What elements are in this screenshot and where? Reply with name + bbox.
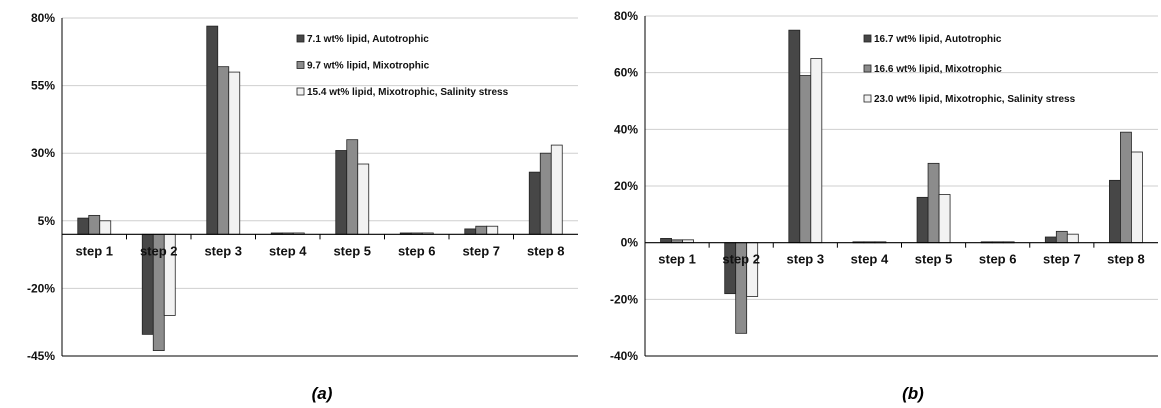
bar-series1-step8 bbox=[1109, 179, 1121, 244]
legend-label: 15.4 wt% lipid, Mixotrophic, Salinity st… bbox=[307, 87, 509, 98]
bar-series2-step1 bbox=[88, 214, 101, 235]
y-tick-label: 30% bbox=[31, 146, 55, 160]
legend-swatch bbox=[296, 34, 305, 43]
legend-label: 7.1 wt% lipid, Autotrophic bbox=[307, 34, 429, 45]
legend-label: 9.7 wt% lipid, Mixotrophic bbox=[307, 61, 430, 72]
legend-swatch bbox=[296, 87, 305, 96]
y-tick-label: -45% bbox=[27, 349, 55, 363]
chart-b: -40% -20% 0% 20% 40% 60% 80% step 1 step 2 step 3… bbox=[610, 9, 1158, 403]
x-tick-label: step 6 bbox=[979, 252, 1017, 267]
x-tick-label: step 7 bbox=[462, 243, 500, 258]
y-tick-label: -20% bbox=[610, 292, 638, 306]
bar-series1-step1 bbox=[77, 217, 90, 235]
x-tick-label: step 1 bbox=[75, 243, 113, 258]
x-tick-label: step 3 bbox=[204, 243, 242, 258]
x-tick-label: step 4 bbox=[269, 243, 307, 258]
bar-series1-step8 bbox=[528, 171, 541, 235]
bar-series2-step3 bbox=[217, 66, 230, 235]
y-tick-label: 80% bbox=[31, 11, 55, 25]
bar-series1-step7 bbox=[464, 228, 477, 235]
x-tick-label: step 5 bbox=[333, 243, 371, 258]
bar-series1-step5 bbox=[335, 150, 348, 235]
bar-series1-step3 bbox=[788, 29, 801, 244]
bar-series2-step3 bbox=[799, 75, 812, 244]
bar-series2-step8 bbox=[539, 152, 552, 235]
bar-series3-step3 bbox=[228, 71, 241, 235]
x-tick-label: step 8 bbox=[527, 243, 565, 258]
y-tick-label: -40% bbox=[610, 349, 638, 363]
bar-series3-step5 bbox=[357, 163, 370, 235]
x-tick-label: step 2 bbox=[140, 243, 178, 258]
bar-series1-step7 bbox=[1044, 236, 1057, 244]
bar-series3-step1 bbox=[99, 220, 112, 235]
x-tick-label: step 3 bbox=[787, 252, 825, 267]
y-tick-label: 55% bbox=[31, 79, 55, 93]
legend-swatch bbox=[863, 64, 872, 73]
bar-series2-step8 bbox=[1120, 131, 1132, 244]
bar-series3-step7 bbox=[486, 225, 499, 235]
x-tick-label: step 2 bbox=[722, 252, 760, 267]
bar-series1-step5 bbox=[916, 196, 929, 244]
chart-a: -45% -20% 5% 30% 55% 80% step 1 step 2 step 3 ste… bbox=[27, 11, 578, 403]
bar-series2-step5 bbox=[346, 139, 359, 235]
bar-series3-step5 bbox=[938, 194, 951, 244]
y-tick-label: -20% bbox=[27, 281, 55, 295]
y-tick-label: 0% bbox=[621, 236, 639, 250]
y-tick-label: 5% bbox=[38, 214, 56, 228]
bar-series2-step7 bbox=[1055, 230, 1068, 244]
bar-series3-step8 bbox=[1131, 151, 1143, 244]
y-tick-label: 80% bbox=[614, 9, 638, 23]
x-tick-label: step 8 bbox=[1107, 252, 1145, 267]
bar-series3-step8 bbox=[550, 144, 563, 235]
chart-caption: (a) bbox=[312, 384, 333, 403]
y-tick-label: 40% bbox=[614, 122, 638, 136]
bar-series2-step7 bbox=[475, 225, 488, 235]
x-tick-label: step 4 bbox=[851, 252, 889, 267]
x-tick-label: step 6 bbox=[398, 243, 436, 258]
legend-label: 16.7 wt% lipid, Autotrophic bbox=[874, 34, 1002, 45]
legend-swatch bbox=[296, 61, 305, 69]
bar-series1-step3 bbox=[206, 25, 219, 235]
bar-series1-step1 bbox=[660, 238, 672, 244]
bar-series3-step3 bbox=[810, 58, 823, 244]
y-tick-label: 20% bbox=[614, 179, 638, 193]
legend-swatch bbox=[863, 34, 872, 43]
bar-series1-step2 bbox=[724, 242, 737, 295]
chart-caption: (b) bbox=[902, 384, 924, 403]
legend-label: 16.6 wt% lipid, Mixotrophic bbox=[874, 64, 1002, 75]
x-tick-label: step 1 bbox=[658, 252, 696, 267]
x-tick-label: step 5 bbox=[915, 252, 953, 267]
bar-series3-step7 bbox=[1066, 233, 1079, 244]
y-tick-label: 60% bbox=[614, 66, 638, 80]
x-tick-label: step 7 bbox=[1043, 252, 1081, 267]
legend-label: 23.0 wt% lipid, Mixotrophic, Salinity st… bbox=[874, 94, 1076, 105]
legend-swatch bbox=[863, 94, 872, 103]
bar-series2-step5 bbox=[927, 162, 940, 244]
